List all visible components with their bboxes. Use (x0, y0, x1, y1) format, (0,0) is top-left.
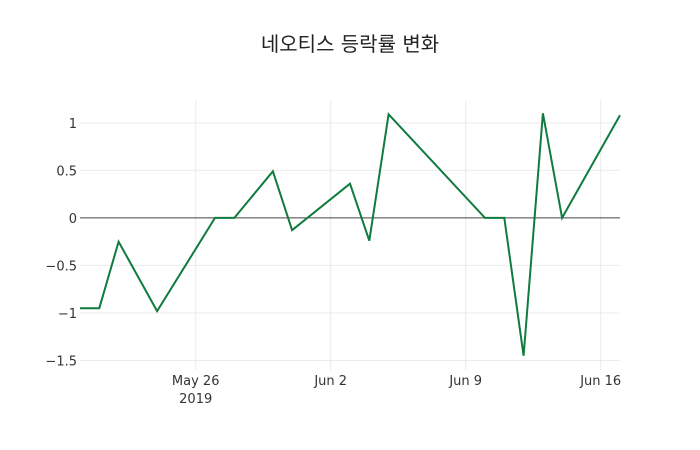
x-tick-label: Jun 16 (579, 374, 621, 389)
x-tick-label: Jun 2 (313, 374, 347, 389)
y-tick-label: −0.5 (45, 259, 77, 274)
data-line (80, 112, 621, 356)
y-axis: 1 0.5 0 −0.5 −1 −1.5 (45, 117, 77, 370)
x-tick-year-label: 2019 (179, 392, 212, 407)
gridlines (80, 100, 620, 370)
y-tick-label: 0 (69, 212, 77, 227)
y-tick-label: −1.5 (45, 354, 77, 369)
x-tick-label: Jun 9 (448, 374, 482, 389)
series-line (80, 112, 621, 356)
y-tick-label: −1 (58, 307, 77, 322)
x-axis: May 26 2019 Jun 2 Jun 9 Jun 16 (172, 374, 621, 407)
chart-title: 네오티스 등락률 변화 (260, 32, 440, 56)
y-tick-label: 1 (69, 117, 77, 132)
x-tick-label: May 26 (172, 374, 220, 389)
y-tick-label: 0.5 (56, 164, 77, 179)
